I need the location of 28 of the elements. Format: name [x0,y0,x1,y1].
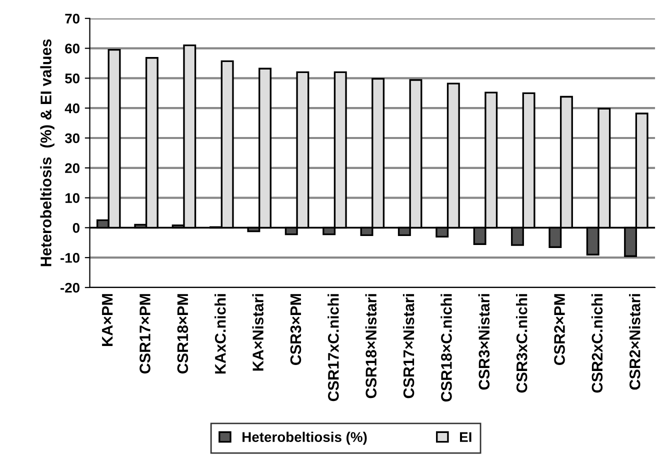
y-tick-label: -20 [60,282,80,293]
y-tick-label: 40 [64,103,80,114]
y-tick-label: -10 [60,252,80,263]
x-tick-label: CSR17×PM [140,294,150,374]
x-tick-label: CSR2×PM [554,294,565,366]
y-tick-label: 70 [65,14,80,24]
x-tick-label: CSR3×Nistari [478,294,490,390]
x-tick-label: CSR17×Nistari [402,294,414,398]
x-tick-label: CSR2xC.nichi [591,294,603,393]
x-tick-label: CSR18×PM [177,294,188,374]
y-tick-label: 10 [65,193,80,203]
y-tick-label: 30 [64,133,80,144]
y-tick-label: 50 [65,74,80,84]
y-tick-label: 0 [72,223,80,233]
x-tick-label: CSR2×Nistari [629,294,640,390]
x-tick-label: CSR3xC.nichi [516,294,528,393]
x-tick-label: KA×Nistari [252,294,264,371]
y-tick-label: 60 [65,44,80,54]
x-tick-label: KA×PM [102,294,113,346]
legend-label: EI [460,432,472,442]
y-tick-label: 20 [65,163,80,174]
x-tick-label: CSR18×C.nichi [440,294,452,402]
y-axis-title: Heterobeltiosis (%) & EI values [40,39,54,266]
legend-label: Heterobeltiosis (%) [242,432,367,445]
x-tick-label: KAxC.nichi [214,294,226,374]
x-tick-label: CSR3×PM [290,294,302,366]
x-tick-label: CSR17xC.nichi [328,294,339,402]
x-tick-label: CSR18×Nistari [365,294,376,398]
